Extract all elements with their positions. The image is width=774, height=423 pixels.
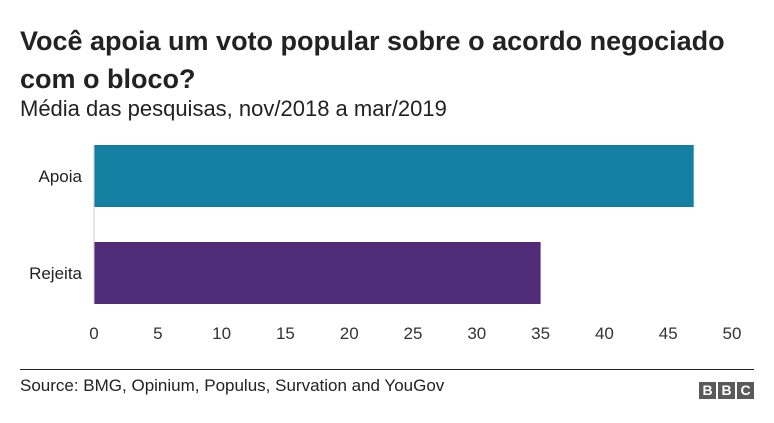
- footer-divider: [20, 369, 754, 370]
- category-label: Apoia: [39, 167, 83, 186]
- x-tick-label: 5: [153, 324, 162, 343]
- x-tick-label: 40: [595, 324, 614, 343]
- logo-letter: B: [699, 382, 716, 399]
- x-tick-label: 15: [276, 324, 295, 343]
- source-note: Source: BMG, Opinium, Populus, Survation…: [20, 376, 445, 395]
- x-tick-label: 0: [89, 324, 98, 343]
- logo-letter: B: [718, 382, 735, 399]
- logo-letter: C: [737, 382, 754, 399]
- category-label: Rejeita: [29, 264, 82, 283]
- bbc-logo: B B C: [699, 382, 754, 399]
- bar-rejeita: [94, 242, 541, 304]
- x-tick-label: 30: [467, 324, 486, 343]
- x-tick-label: 10: [212, 324, 231, 343]
- chart-subtitle: Média das pesquisas, nov/2018 a mar/2019: [20, 96, 447, 121]
- x-tick-label: 35: [531, 324, 550, 343]
- x-tick-label: 20: [340, 324, 359, 343]
- x-tick-label: 50: [723, 324, 742, 343]
- bar-apoia: [94, 145, 694, 207]
- bar-chart: Apoia Rejeita 0 5 10 15 20 25 30 35 40 45 50: [29, 145, 742, 343]
- chart-title: Você apoia um voto popular sobre o acord…: [20, 26, 725, 94]
- x-tick-label: 25: [404, 324, 423, 343]
- x-tick-label: 45: [659, 324, 678, 343]
